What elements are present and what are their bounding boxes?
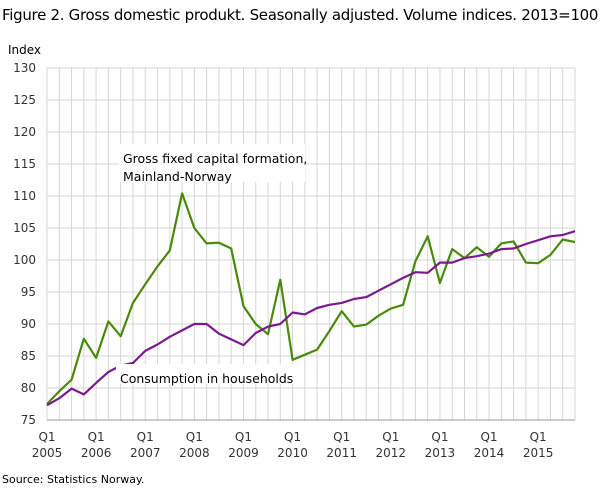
x-tick-year: 2008 [179,446,210,460]
x-tick-quarter: Q1 [38,430,55,444]
x-tick-year: 2011 [326,446,357,460]
y-tick-label: 125 [13,93,36,107]
y-tick-label: 130 [13,61,36,75]
x-tick-year: 2014 [474,446,505,460]
y-tick-label: 75 [21,413,36,427]
x-tick-year: 2010 [277,446,308,460]
y-tick-label: 100 [13,253,36,267]
y-tick-label: 105 [13,221,36,235]
x-tick-quarter: Q1 [88,430,105,444]
series-line-gross-fixed-capital-formation [46,192,576,405]
x-tick-year: 2006 [81,446,112,460]
series-label-background [119,144,305,182]
y-tick-label: 115 [13,157,36,171]
series-label: Consumption in households [120,371,293,386]
series-label-background [116,364,296,384]
y-tick-label: 120 [13,125,36,139]
x-tick-quarter: Q1 [284,430,301,444]
y-axis-label: Index [8,43,42,57]
x-tick-year: 2007 [130,446,161,460]
y-tick-label: 80 [21,381,36,395]
x-tick-quarter: Q1 [530,430,547,444]
x-tick-quarter: Q1 [382,430,399,444]
x-tick-quarter: Q1 [480,430,497,444]
x-tick-quarter: Q1 [137,430,154,444]
x-tick-year: 2009 [228,446,259,460]
y-tick-label: 90 [21,317,36,331]
series-line-consumption-in-households [46,230,576,407]
x-tick-quarter: Q1 [235,430,252,444]
y-tick-label: 95 [21,285,36,299]
x-tick-quarter: Q1 [186,430,203,444]
series-label: Mainland-Norway [123,169,232,184]
x-tick-quarter: Q1 [333,430,350,444]
y-tick-label: 110 [13,189,36,203]
chart-title: Figure 2. Gross domestic produkt. Season… [2,6,599,24]
source-note: Source: Statistics Norway. [2,473,145,486]
y-tick-label: 85 [21,349,36,363]
series-label: Gross fixed capital formation, [123,151,307,166]
x-tick-year: 2015 [523,446,554,460]
x-tick-year: 2005 [32,446,63,460]
x-tick-year: 2013 [425,446,456,460]
x-tick-quarter: Q1 [431,430,448,444]
x-tick-year: 2012 [376,446,407,460]
